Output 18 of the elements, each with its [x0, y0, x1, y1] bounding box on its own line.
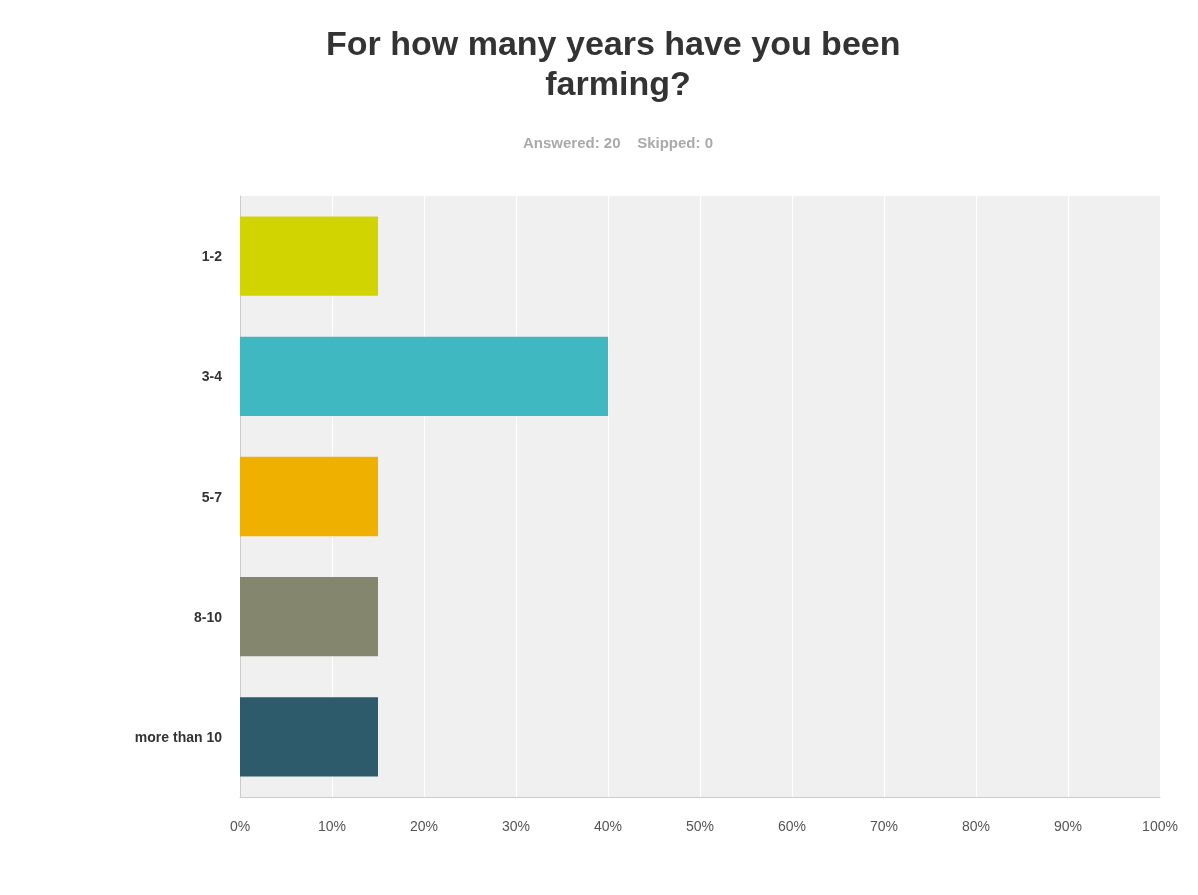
- x-tick-label: 50%: [685, 818, 715, 834]
- x-tick-label: 60%: [777, 818, 807, 834]
- x-tick-label: 70%: [869, 818, 899, 834]
- x-tick-label: 40%: [593, 818, 623, 834]
- chart-title: For how many years have you been farming?: [326, 24, 910, 102]
- x-tick-label: 100%: [1142, 818, 1178, 834]
- x-tick-label: 30%: [501, 818, 531, 834]
- x-tick-label: 80%: [961, 818, 991, 834]
- chart-subtitle: Answered: 20 Skipped: 0: [522, 134, 714, 151]
- x-tick-label: 90%: [1053, 818, 1083, 834]
- y-tick-label: 8-10: [193, 608, 223, 625]
- y-tick-label: 1-2: [201, 248, 223, 265]
- y-tick-label: 3-4: [201, 368, 223, 385]
- x-tick-label: 10%: [317, 818, 347, 834]
- x-tick-label: 0%: [229, 818, 251, 834]
- y-tick-label: 5-7: [201, 488, 223, 505]
- x-tick-label: 20%: [409, 818, 439, 834]
- y-tick-label: more than 10: [134, 728, 223, 745]
